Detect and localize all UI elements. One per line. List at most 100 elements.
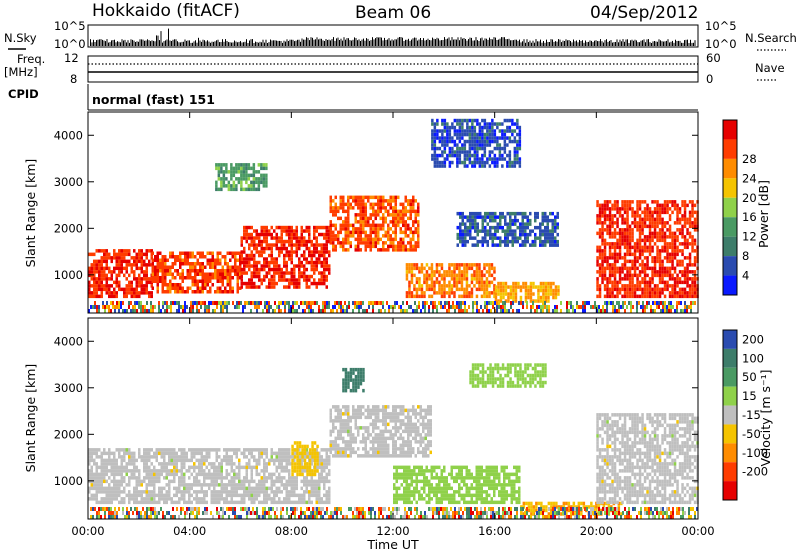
colorbar-tick-label: 200 [742,332,764,346]
nave-label: Nave [755,61,785,75]
x-tick-label: 16:00 [478,524,511,538]
colorbar-swatch [723,367,737,387]
y-tick-label: 4000 [54,128,83,142]
colorbar-swatch [723,386,737,406]
heatmap-region [393,465,521,505]
y-tick-label: 2000 [54,427,83,441]
colorbar-swatch [723,217,737,237]
nsky-tick-top: 10^5 [54,19,86,33]
x-axis-label: Time UT [366,537,419,552]
cpid-value: normal (fast) 151 [92,92,215,107]
colorbar-tick-label: 20 [742,191,757,205]
colorbar-tick-label: 24 [742,171,757,185]
colorbar-swatch [723,348,737,368]
heatmap-region [291,441,319,477]
colorbar-tick-label: 12 [742,230,757,244]
heatmap-region [596,413,699,505]
cpid-label: CPID [8,87,39,101]
nsky-label: N.Sky [4,31,37,45]
velocity-x-axis: 00:00 04:00 08:00 12:00 16:00 20:00 00:00 [71,318,715,538]
x-tick-label: 04:00 [173,524,206,538]
heatmap-region [329,405,432,458]
nsearch-tick-top: 10^5 [705,19,737,33]
date-title: 04/Sep/2012 [590,3,698,23]
velocity-y-label: Slant Range [km] [23,364,38,473]
y-tick-label: 3000 [54,175,83,189]
beam-title: Beam 06 [355,3,431,23]
power-panel: 1000 2000 3000 4000 Slant Range [km] 4 8 12 16… [23,111,771,314]
x-tick-label: 08:00 [275,524,308,538]
power-y-label: Slant Range [km] [23,159,38,268]
colorbar-swatch [723,443,737,463]
y-tick-label: 3000 [54,381,83,395]
heatmap-region [240,225,331,289]
y-tick-label: 1000 [54,268,83,282]
power-x-ticks [87,112,699,313]
colorbar-swatch [723,275,737,295]
heatmap-region [596,200,699,299]
colorbar-tick-label: -15 [742,408,761,422]
heatmap-region [151,251,242,294]
power-y-axis: 1000 2000 3000 4000 [54,128,698,282]
velocity-colorbar-label: Velocity [m s⁻¹] [758,369,773,466]
colorbar-tick-label: 100 [742,351,764,365]
near-range-noise [88,301,696,313]
power-heatmap [88,118,699,313]
colorbar-tick-label: 50 [742,370,757,384]
freq-panel: Freq. [MHz] 12 8 60 0 Nave [4,51,785,86]
y-tick-label: 2000 [54,221,83,235]
x-tick-label: 12:00 [376,524,409,538]
freq-tick-top: 12 [64,51,79,65]
x-tick-label: 00:00 [71,524,104,538]
heatmap-region [88,249,153,299]
colorbar-swatch [723,120,737,140]
nsearch-tick-bottom: 10^0 [705,37,737,51]
heatmap-region [494,281,560,303]
nsky-bars [90,28,696,46]
x-tick-label: 00:00 [681,524,714,538]
nsky-panel: N.Sky 10^5 10^0 10^5 10^0 N.Search [4,19,797,51]
heatmap-region [215,163,268,192]
heatmap-region [342,367,365,393]
nave-tick-bottom: 0 [706,72,713,86]
velocity-heatmap [88,363,699,519]
heatmap-region [456,211,559,247]
heatmap-region [405,263,496,299]
colorbar-tick-label: 15 [742,389,757,403]
freq-label-2: [MHz] [4,65,38,79]
colorbar-swatch [723,178,737,198]
velocity-colorbar: 200 100 50 15 -15 -50 -100 -200 [722,329,768,501]
heatmap-region [431,118,522,168]
colorbar-tick-label: -50 [742,427,761,441]
velocity-y-axis: 1000 2000 3000 4000 [54,334,698,488]
colorbar-swatch [723,462,737,482]
heatmap-region [329,195,420,252]
colorbar-tick-label: -100 [742,446,768,460]
power-colorbar: 4 8 12 16 20 24 28 [722,119,757,296]
colorbar-tick-label: -200 [742,465,768,479]
freq-tick-bottom: 8 [70,72,77,86]
power-colorbar-label: Power [dB] [756,180,771,248]
freq-label-1: Freq. [17,52,45,66]
colorbar-tick-label: 28 [742,152,757,166]
near-range-noise [90,507,698,519]
colorbar-swatch [723,197,737,218]
heatmap-region [88,448,331,505]
nsearch-label: N.Search [745,31,797,45]
colorbar-tick-label: 4 [742,269,749,283]
x-tick-label: 20:00 [580,524,613,538]
colorbar-swatch [723,256,737,276]
y-tick-label: 4000 [54,334,83,348]
colorbar-swatch [723,139,737,159]
colorbar-swatch [723,236,737,257]
velocity-panel: 1000 2000 3000 4000 00:00 04:00 08:00 12:00 16:… [23,317,773,552]
y-tick-label: 1000 [54,474,83,488]
colorbar-tick-label: 8 [742,249,749,263]
colorbar-swatch [723,424,737,444]
heatmap-region [469,363,547,388]
colorbar-swatch [723,330,737,349]
colorbar-swatch [723,481,737,500]
station-title: Hokkaido (fitACF) [92,1,240,21]
colorbar-swatch [723,405,737,425]
